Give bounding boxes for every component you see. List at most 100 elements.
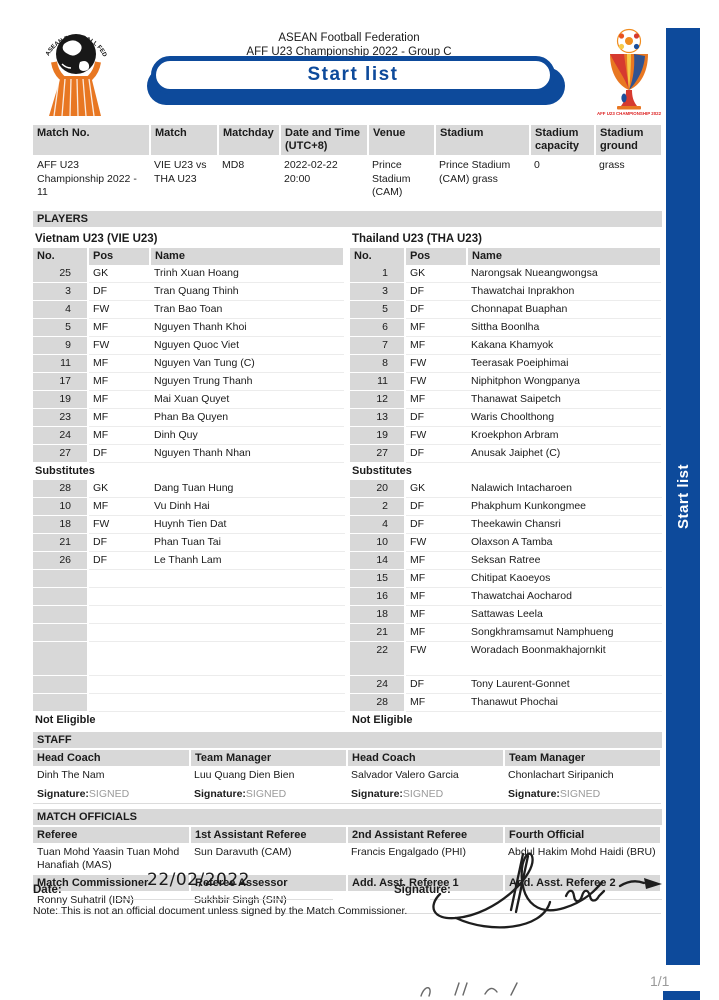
players-section-bar: PLAYERS [33,210,662,227]
player-name-cell: Theekawin Chansri [467,515,662,534]
player-position-cell: MF [405,336,467,355]
staff-name-cell: Luu Quang Dien Bien [194,768,295,781]
official-name-cell: Ronny Suhatril (IDN) [33,891,190,915]
player-name-cell [150,675,345,694]
match-info-cell: grass [599,159,625,172]
staff-role-header: Head Coach [33,749,191,766]
player-name-cell [150,641,345,676]
player-position-cell: DF [88,551,150,570]
starter-row: 11 FW Niphitphon Wongpanya [350,372,661,391]
bottom-right-blue-mark [663,991,700,1000]
not-eligible-label: Not Eligible [35,713,96,726]
official-name-cell [347,891,504,915]
starter-row: 27 DF Nguyen Thanh Nhan [33,444,344,463]
player-position-cell: MF [88,318,150,337]
official-name-cell: Francis Engalgado (PHI) [351,846,466,859]
column-header: Matchday [218,125,281,156]
teams-row: No. Pos Name 25 GK Trinh Xuan Hoang 3 DF Tran Qu… [33,247,662,729]
player-name-cell: Tran Quang Thinh [150,282,344,301]
content-area: Match No. Match Matchday Date and Time (UTC… [33,125,663,915]
staff-signature-row: Signature:SIGNED Signature:SIGNED Signatur… [33,784,661,805]
player-name-cell: Huynh Tien Dat [150,515,345,534]
starter-row: 11 MF Nguyen Van Tung (C) [33,354,344,373]
match-info-cell: Prince Stadium (CAM) grass [439,159,511,185]
player-name-cell: Dang Tuan Hung [150,479,345,498]
date-value: 22/02/2022 [147,870,250,890]
player-number-cell: 11 [350,372,406,391]
substitute-row: 26 DF Le Thanh Lam [33,551,345,570]
match-info-body: Match No. Match Matchday Date and Time (UTC… [33,125,663,207]
team-column: No. Pos Name 1 GK Narongsak Nueangwongsa 3 DF Th… [350,247,662,729]
starter-row: 4 FW Tran Bao Toan [33,300,344,319]
official-role-header: Fourth Official [504,827,662,844]
official-role-header: Match Commissioner [33,875,191,892]
starter-row: 6 MF Sittha Boonlha [350,318,661,337]
staff-role-header: Head Coach [347,749,505,766]
starter-row: 23 MF Phan Ba Quyen [33,408,344,427]
player-position-cell: MF [405,587,467,606]
championship-trophy-logo: AFF U23 CHAMPIONSHIP 2022 [597,28,661,116]
player-position-cell: MF [405,605,467,624]
starter-row: 5 DF Chonnapat Buaphan [350,300,661,319]
player-name-cell: Le Thanh Lam [150,551,345,570]
player-number-cell [33,587,89,606]
player-name-cell: Dinh Quy [150,426,344,445]
official-role-header: Referee [33,827,191,844]
player-name-cell: Olaxson A Tamba [467,533,662,552]
player-number-cell [33,675,89,694]
substitute-row [33,587,345,606]
match-info-data-row: AFF U23 Championship 2022 - 11 VIE U23 vs… [33,155,662,206]
player-position-cell: MF [88,390,150,409]
player-number-cell: 28 [33,479,89,498]
start-list-sidebar: Start list [666,28,700,965]
player-number-cell: 3 [33,282,89,301]
player-name-cell: Niphitphon Wongpanya [467,372,661,391]
substitute-row [33,623,345,642]
player-name-cell: Sittha Boonlha [467,318,661,337]
team-titles-row: Vietnam U23 (VIE U23) Thailand U23 (THA … [33,233,662,245]
player-position-cell: MF [405,693,467,712]
player-position-cell: FW [405,641,467,676]
signature-scribble [432,852,662,929]
player-name-cell: Woradach Boonmakhajornkit [467,641,662,676]
official-name-cell: Abdul Hakim Mohd Haidi (BRU) [508,846,656,859]
player-position-cell: GK [88,479,150,498]
player-name-cell: Nguyen Trung Thanh [150,372,344,391]
staff-signature-cell: Signature:SIGNED [33,784,190,805]
column-header: Date and Time (UTC+8) [280,125,369,156]
column-header: Stadium [435,125,531,156]
player-position-cell: MF [88,354,150,373]
substitute-row: 22 FW Woradach Boonmakhajornkit [350,641,662,676]
official-name-cell: Tuan Mohd Yaasin Tuan Mohd Hanafiah (MAS… [37,846,180,871]
roster-header-row: No. Pos Name [350,247,662,265]
player-position-cell: DF [88,282,150,301]
player-position-cell: GK [405,479,467,498]
player-name-cell: Thawatchai Aocharod [467,587,662,606]
player-name-cell: Vu Dinh Hai [150,497,345,516]
substitute-row [33,605,345,624]
trophy-caption: AFF U23 CHAMPIONSHIP 2022 [597,111,661,116]
staff-name-cell: Chonlachart Siripanich [508,768,614,781]
player-number-cell: 17 [33,372,89,391]
player-number-cell: 18 [33,515,89,534]
officials-role-row: Match Commissioner Referee Assessor Add. A… [33,875,662,892]
player-number-cell [33,569,89,588]
signature-field-label: Signature: [194,787,246,800]
player-position-cell: GK [88,264,150,283]
substitute-row: 18 MF Sattawas Leela [350,605,662,624]
player-position-cell: FW [88,300,150,319]
officials-name-row: Tuan Mohd Yaasin Tuan Mohd Hanafiah (MAS… [33,843,661,875]
substitute-row: 2 DF Phakphum Kunkongmee [350,497,662,516]
match-info-cell: VIE U23 vs THA U23 [154,159,207,185]
player-position-cell [88,569,150,588]
player-name-cell: Chitipat Kaoeyos [467,569,662,588]
player-name-cell [150,623,345,642]
player-name-cell: Kroekphon Arbram [467,426,661,445]
substitute-row [33,641,345,676]
starter-row: 17 MF Nguyen Trung Thanh [33,372,344,391]
match-info-cell: MD8 [222,159,245,172]
player-name-cell: Kakana Khamyok [467,336,661,355]
official-role-header: 2nd Assistant Referee [347,827,505,844]
officials-section-bar: MATCH OFFICIALS [33,809,662,826]
